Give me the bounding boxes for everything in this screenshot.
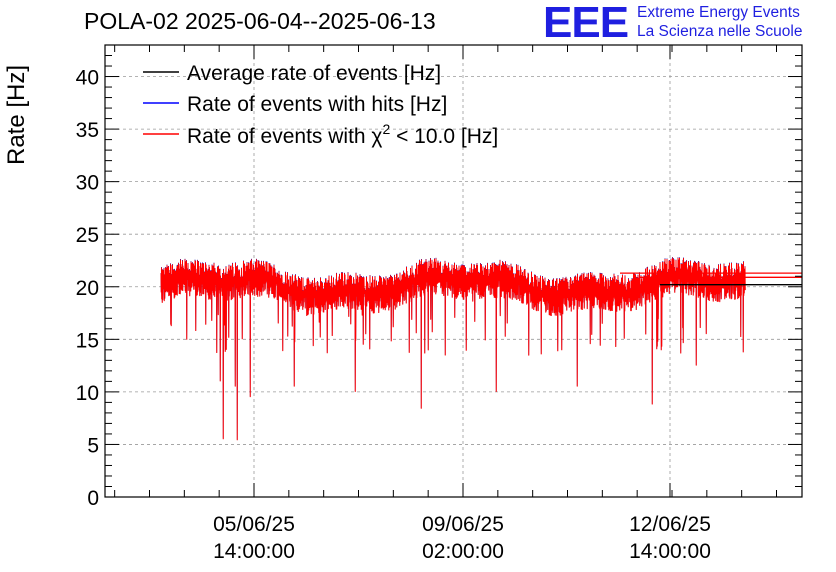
x-tick-time: 02:00:00 (422, 540, 504, 563)
x-axis: 05/06/25 14:00:00 09/06/25 02:00:00 12/06/25… (114, 45, 777, 563)
x-tick-date: 09/06/25 (422, 513, 504, 536)
y-axis: 0 5 10 15 20 25 30 35 40 (76, 44, 802, 510)
plot-frame (104, 44, 803, 498)
logo-caption: Extreme Energy Events La Scienza nelle S… (637, 3, 802, 41)
legend-label-chi2: Rate of events with χ2 < 10.0 [Hz] (187, 121, 498, 148)
legend-chi2-sup: 2 (382, 121, 390, 137)
x-tick-time: 14:00:00 (629, 540, 711, 563)
x-tick-date: 05/06/25 (213, 513, 295, 536)
eee-logo: EEE (543, 0, 629, 47)
y-tick-label: 40 (76, 67, 99, 90)
data-series (160, 257, 802, 441)
chart-title: POLA-02 2025-06-04--2025-06-13 (84, 8, 436, 34)
x-tick-date: 12/06/25 (629, 513, 711, 536)
logo-caption-line2: La Scienza nelle Scuole (637, 23, 803, 40)
y-tick-label: 10 (76, 382, 99, 405)
legend: Average rate of events [Hz] Rate of even… (143, 62, 498, 148)
y-tick-label: 0 (87, 487, 99, 510)
legend-chi2-prefix: Rate of events with χ (187, 125, 382, 148)
y-tick-label: 35 (76, 119, 99, 142)
legend-chi2-suffix: < 10.0 [Hz] (390, 125, 498, 148)
y-tick-label: 25 (76, 224, 99, 247)
legend-label-hits: Rate of events with hits [Hz] (187, 93, 447, 116)
x-tick-time: 14:00:00 (213, 540, 295, 563)
logo-caption-line1: Extreme Energy Events (637, 4, 800, 21)
y-tick-label: 20 (76, 277, 99, 300)
y-tick-label: 5 (87, 434, 99, 457)
y-tick-label: 30 (76, 172, 99, 195)
y-tick-label: 15 (76, 329, 99, 352)
legend-label-average: Average rate of events [Hz] (187, 62, 441, 85)
series-line-chi2 (160, 257, 746, 441)
